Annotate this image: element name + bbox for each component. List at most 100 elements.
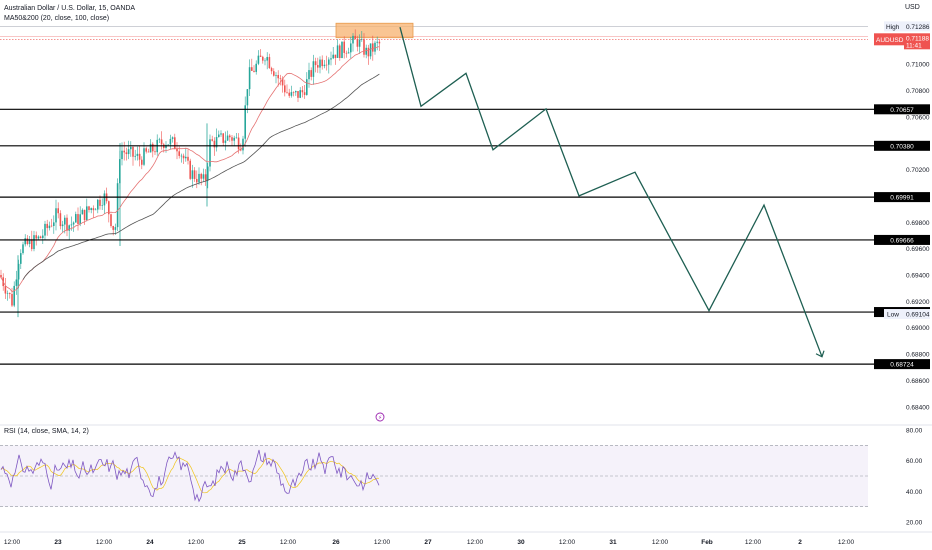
candle-body: [55, 208, 57, 223]
low-badge-label: Low: [887, 312, 899, 319]
level-badge: [874, 192, 930, 203]
time-tick-label: 25: [238, 539, 246, 546]
candle-body: [215, 136, 218, 148]
rsi-line: [0, 449, 380, 503]
candle-body: [224, 140, 227, 143]
candle-body: [358, 39, 361, 47]
candle-body: [288, 92, 290, 96]
candle-body: [328, 59, 330, 65]
price-tick-label: 0.69400: [906, 273, 930, 280]
symbol-title[interactable]: Australian Dollar / U.S. Dollar, 15, OAN…: [4, 5, 136, 12]
candle-body: [308, 70, 310, 80]
candle-body: [136, 153, 139, 156]
candle-body: [310, 70, 312, 77]
candle-body: [46, 223, 48, 229]
candle-body: [116, 183, 119, 228]
candle-body: [306, 79, 308, 95]
symbol-badge: [874, 33, 904, 46]
candle-body: [68, 225, 70, 231]
time-tick-label: 12:00: [467, 539, 484, 546]
candle-body: [332, 54, 334, 59]
candle-body: [317, 65, 319, 68]
time-tick-label: 12:00: [374, 539, 391, 546]
candle-body: [268, 57, 271, 69]
time-tick-label: 27: [424, 539, 432, 546]
candle-body: [185, 156, 187, 159]
candle-body: [11, 294, 13, 306]
level-badge: [874, 140, 930, 151]
candle-body: [319, 59, 321, 68]
candle-body: [246, 89, 249, 106]
candle-body: [204, 174, 207, 181]
moving-averages: [0, 46, 380, 293]
candle-body: [160, 139, 163, 145]
time-tick-label: 12:00: [559, 539, 576, 546]
candle-body: [0, 275, 2, 278]
candle-body: [354, 35, 356, 39]
candle-body: [189, 160, 191, 179]
rsi-indicator-label[interactable]: RSI (14, close, SMA, 14, 2): [4, 428, 89, 435]
candle-body: [209, 139, 211, 167]
candle-body: [26, 238, 29, 244]
candle-body: [361, 39, 363, 40]
candle-body: [281, 78, 284, 86]
candle-body: [325, 64, 328, 66]
candle-body: [200, 173, 202, 179]
price-tick-label: 0.69000: [906, 325, 930, 332]
candle-body: [343, 41, 345, 53]
candle-body: [13, 285, 15, 306]
candle-body: [180, 155, 183, 157]
candle-body: [50, 225, 53, 227]
time-tick-label: 30: [517, 539, 525, 546]
candle-body: [323, 64, 326, 67]
rsi-band: [0, 445, 868, 507]
time-axis[interactable]: 12:00 23 12:00 24 12:00 25 12:00 26 12:00 27 12:00…: [4, 539, 855, 546]
candle-body: [341, 41, 343, 59]
high-badge-value: 0.71286: [906, 24, 930, 31]
candle-body: [240, 149, 242, 151]
candle-body: [266, 57, 268, 61]
candle-body: [218, 134, 220, 137]
candle-body: [301, 90, 304, 93]
candle-body: [297, 91, 299, 98]
candle-body: [174, 137, 176, 149]
candle-body: [235, 137, 238, 139]
candle-body: [165, 144, 167, 148]
candle-body: [295, 91, 297, 93]
candle-body: [86, 206, 88, 220]
price-axis[interactable]: 0.712000.710000.708000.706000.704000.702…: [906, 35, 930, 411]
level-badge-label: 0.69991: [890, 195, 914, 202]
candle-body: [130, 147, 132, 150]
candle-body: [202, 174, 205, 179]
candle-body: [70, 224, 73, 226]
projection-path: [399, 27, 825, 358]
candle-body: [169, 138, 172, 145]
candle-body: [158, 139, 161, 141]
candle-body: [72, 222, 75, 225]
indicator-label[interactable]: MA50&200 (20, close, 100, close): [4, 15, 110, 22]
candle-body: [187, 156, 189, 161]
candle-body: [336, 45, 339, 58]
candle-body: [182, 155, 185, 159]
candle-body: [79, 214, 81, 225]
candle-body: [226, 135, 229, 141]
event-marker-icon: [375, 412, 385, 422]
rsi-panel: 80.00 60.00 40.00 20.00: [0, 428, 923, 527]
event-marker-glyph: ⚡: [378, 415, 382, 422]
candle-body: [138, 153, 141, 160]
candle-body: [125, 152, 128, 155]
time-tick-label: 12:00: [96, 539, 113, 546]
candle-body: [28, 239, 31, 244]
candle-body: [66, 217, 68, 231]
level-badge: [874, 359, 930, 370]
ma-fast-line: [0, 46, 380, 293]
countdown-value: 11:41: [906, 42, 922, 49]
candle-body: [99, 199, 101, 206]
price-tick-label: 0.69200: [906, 299, 930, 306]
candle-body: [75, 214, 77, 223]
candle-body: [134, 155, 136, 157]
candle-body: [108, 201, 110, 215]
price-tick-label: 0.69800: [906, 220, 930, 227]
candle-body: [22, 244, 24, 254]
